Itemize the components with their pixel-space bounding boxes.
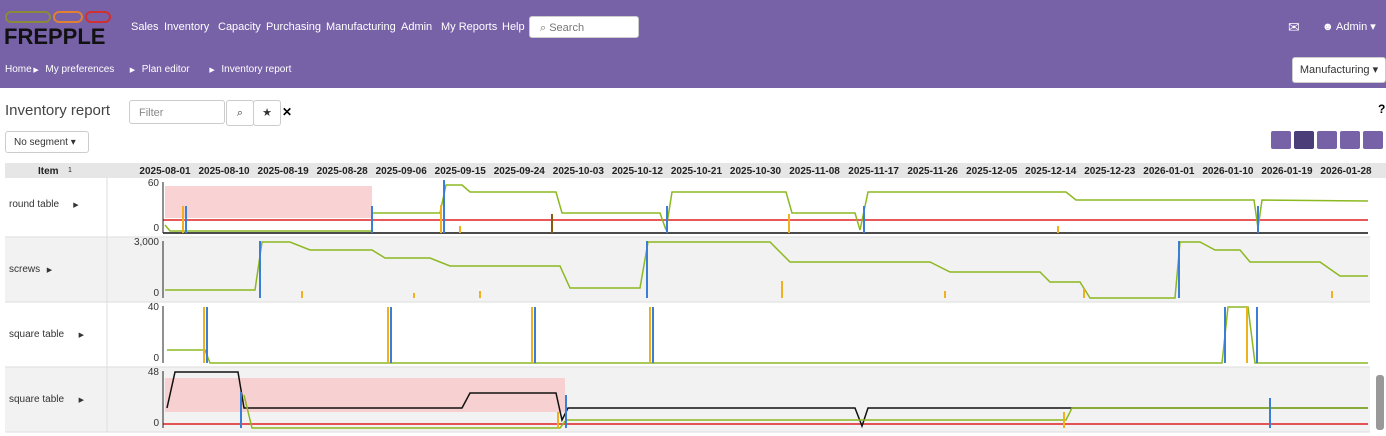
date-header: 2026-01-10 [1202,166,1254,177]
item-arrow: ▶ [47,267,53,274]
clear-filter[interactable]: ✕ [282,105,293,119]
nav-link[interactable]: Inventory [164,21,210,33]
nav-link[interactable]: My Reports [441,21,498,33]
logo-text: FREPPLE [4,24,105,46]
logo: FREPPLE [4,11,111,46]
sparklines [163,180,1369,429]
y-tick-label: 0 [153,223,159,234]
sort-indicator: 1 [68,167,72,174]
nav-link[interactable]: Help [502,21,525,33]
item-arrow: ▶ [79,332,85,339]
tools-button[interactable] [1363,131,1383,149]
item-header: Item [38,166,59,177]
date-header: 2026-01-28 [1320,166,1372,177]
breadcrumb-sep: ▶ [209,67,215,74]
nav-link[interactable]: Purchasing [266,21,322,33]
download-button[interactable] [1340,131,1360,149]
date-header: 2025-11-17 [848,166,899,177]
y-tick-label: 60 [148,178,160,189]
filter-input[interactable]: Filter [129,100,225,124]
y-tick-label: 3,000 [134,237,159,248]
y-tick-label: 0 [153,418,159,429]
date-header: 2025-10-30 [730,166,782,177]
date-header: 2025-08-28 [317,166,369,177]
item-name[interactable]: square table [9,394,64,405]
date-header: 2025-10-03 [553,166,605,177]
date-header: 2025-12-14 [1025,166,1077,177]
header-row [5,163,1386,178]
breadcrumb-item[interactable]: My preferences [45,64,115,75]
scenario-name: Manufacturing [1299,64,1370,76]
item-name[interactable]: screws [9,264,40,275]
breadcrumb-sep: ▶ [33,67,39,74]
segment-select[interactable]: No segment ▾ [5,131,89,153]
y-tick-label: 0 [153,288,159,299]
date-header: 2025-09-24 [494,166,546,177]
user-menu[interactable]: ☻ Admin ▾ [1322,21,1376,33]
breadcrumb-item: Inventory report [221,64,292,75]
date-header: 2025-10-12 [612,166,664,177]
date-header: 2026-01-19 [1261,166,1313,177]
date-header: 2025-09-15 [435,166,487,177]
nav-link[interactable]: Manufacturing [326,21,396,33]
date-header: 2025-10-21 [671,166,723,177]
user-name: Admin [1336,21,1368,33]
scrollbar[interactable] [1376,375,1384,430]
search-box[interactable]: ⌕ Search [529,16,639,38]
search-placeholder: Search [549,22,585,34]
table-view-button[interactable] [1271,131,1291,149]
nav-link[interactable]: Capacity [218,21,261,33]
graph-view-button[interactable] [1294,131,1314,149]
settings-button[interactable] [1317,131,1337,149]
y-tick-label: 0 [153,353,159,364]
y-tick-label: 40 [148,302,160,313]
page-title: Inventory report [5,102,111,119]
date-header: 2025-08-10 [198,166,250,177]
favorite-button[interactable]: ★ [253,100,281,126]
breadcrumb-sep: ▶ [129,67,136,74]
item-arrow: ▶ [73,202,79,209]
breadcrumb-item[interactable]: Home [5,64,32,75]
date-header: 2025-09-06 [376,166,428,177]
date-header: 2025-12-23 [1084,166,1136,177]
inbox-icon[interactable]: ✉ [1288,19,1300,35]
row-bg [5,237,1370,302]
item-name[interactable]: round table [9,199,59,210]
y-tick-label: 48 [148,367,160,378]
date-header: 2026-01-01 [1143,166,1195,177]
nav-link[interactable]: Sales [131,21,159,33]
date-header: 2025-11-26 [907,166,958,177]
segment-name: No segment [14,137,68,148]
scenario-select[interactable]: Manufacturing ▾ [1292,57,1386,83]
navbar: FREPPLE Sales Inventory Capacity Purchasing… [0,0,1386,88]
item-name[interactable]: square table [9,329,64,340]
view-buttons [1271,131,1383,149]
date-header: 2025-08-01 [139,166,191,177]
date-header: 2025-12-05 [966,166,1018,177]
help-icon[interactable]: ? [1378,102,1386,116]
date-header: 2025-11-08 [789,166,840,177]
breadcrumb-item[interactable]: Plan editor [141,64,190,75]
date-header: 2025-08-19 [258,166,310,177]
nav-link[interactable]: Admin [401,21,433,33]
item-arrow: ▶ [79,397,85,404]
